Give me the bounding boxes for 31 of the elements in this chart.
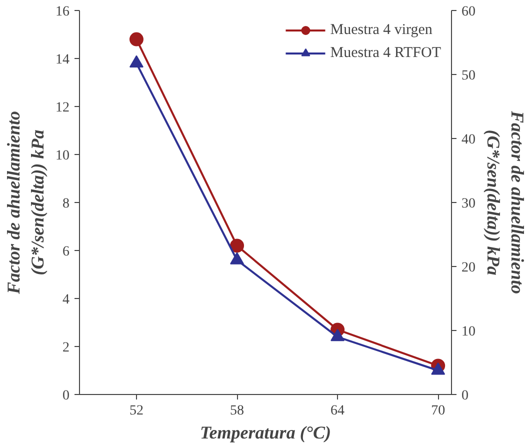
legend-label: Muestra 4 virgen xyxy=(330,22,432,38)
point xyxy=(129,55,144,68)
y-tick-label: 14 xyxy=(56,52,70,68)
x-tick-label: 64 xyxy=(330,404,345,418)
point xyxy=(230,252,244,264)
y-tick-label: 12 xyxy=(56,100,70,116)
y-axis-title: Factor de ahuellamiento (G*/sen(delta)) kPa xyxy=(4,110,48,296)
y-tick-label: 10 xyxy=(56,148,70,164)
y2-tick-label: 10 xyxy=(462,324,476,340)
y2-tick-label: 30 xyxy=(462,196,476,212)
legend-label: Muestra 4 RTFOT xyxy=(330,44,441,62)
y2-tick-label: 60 xyxy=(462,4,476,20)
point xyxy=(431,362,446,375)
y-tick-label: 2 xyxy=(62,340,70,356)
point xyxy=(230,238,244,253)
x-tick-label: 70 xyxy=(431,404,446,418)
point xyxy=(129,32,144,46)
x-tick-label: 58 xyxy=(230,404,244,418)
y-tick-label: 4 xyxy=(62,292,70,308)
y-tick-label: 8 xyxy=(62,196,70,212)
y-tick-label: 0 xyxy=(62,388,70,404)
point xyxy=(330,328,345,342)
y-tick-label: 16 xyxy=(56,4,70,20)
y2-axis-title: Factor de ahuellamiento (G*/sen(delta)) kPa xyxy=(484,110,528,294)
y2-tick-label: 50 xyxy=(462,68,476,84)
y2-tick-label: 40 xyxy=(462,132,476,148)
y2-tick-label: 20 xyxy=(462,260,476,276)
y-tick-label: 6 xyxy=(62,244,70,260)
x-tick-label: 52 xyxy=(129,404,144,418)
y2-tick-label: 0 xyxy=(462,388,468,404)
x-axis-title: Temperatura (°C) xyxy=(200,422,332,442)
